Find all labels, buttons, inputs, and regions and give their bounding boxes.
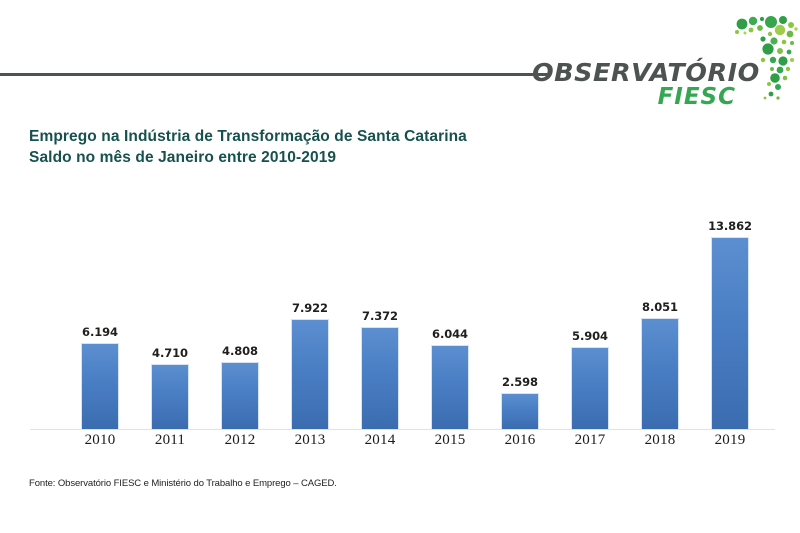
bar-2017[interactable]: [571, 347, 609, 429]
bar-slot-2015: 6.044: [415, 190, 485, 429]
logo-wordmark-text: OBSERVATÓRIO: [532, 58, 760, 87]
bar-slot-2018: 8.051: [625, 190, 695, 429]
chart-x-axis: 2010 2011 2012 2013 2014 2015 2016 2017 2018 2019: [30, 432, 775, 458]
bar-value-label-2019: 13.862: [708, 219, 752, 233]
bar-slot-2011: 4.710: [135, 190, 205, 429]
bar-2014[interactable]: [361, 327, 399, 429]
page-title-line-1: Emprego na Indústria de Transformação de…: [29, 128, 467, 145]
bar-slot-2010: 6.194: [65, 190, 135, 429]
bar-slot-2013: 7.922: [275, 190, 345, 429]
bar-slot-2012: 4.808: [205, 190, 275, 429]
logo-subword-text: FIESC: [657, 84, 736, 110]
brazil-dots-map-icon: [735, 16, 798, 100]
chart-baseline-axis: [30, 429, 775, 430]
x-axis-tick-2012: 2012: [224, 432, 256, 448]
x-axis-tick-2015: 2015: [434, 432, 466, 448]
source-note: Fonte: Observatório FIESC e Ministério d…: [29, 478, 337, 489]
bar-value-label-2015: 6.044: [432, 327, 468, 341]
bar-2016[interactable]: [501, 393, 539, 429]
x-axis-tick-2016: 2016: [504, 432, 536, 448]
x-axis-tick-2011: 2011: [154, 432, 186, 448]
bar-slot-2016: 2.598: [485, 190, 555, 429]
bar-value-label-2014: 7.372: [362, 309, 398, 323]
bar-value-label-2017: 5.904: [572, 329, 608, 343]
bar-value-label-2012: 4.808: [222, 344, 258, 358]
page-title: Emprego na Indústria de Transformação de…: [29, 126, 467, 168]
bar-value-label-2018: 8.051: [642, 300, 678, 314]
x-axis-tick-2019: 2019: [714, 432, 746, 448]
bar-2013[interactable]: [291, 319, 329, 429]
bar-2018[interactable]: [641, 318, 679, 429]
page-title-line-2: Saldo no mês de Janeiro entre 2010-2019: [29, 149, 337, 166]
x-axis-tick-2017: 2017: [574, 432, 606, 448]
x-axis-tick-2013: 2013: [294, 432, 326, 448]
bar-2015[interactable]: [431, 345, 469, 429]
bar-value-label-2010: 6.194: [82, 325, 118, 339]
bar-slot-2019: 13.862: [695, 190, 765, 429]
observatorio-fiesc-logo: OBSERVATÓRIO FIESC: [532, 8, 800, 110]
bar-value-label-2011: 4.710: [152, 346, 188, 360]
bar-2012[interactable]: [221, 362, 259, 429]
x-axis-tick-2018: 2018: [644, 432, 676, 448]
bar-value-label-2016: 2.598: [502, 375, 538, 389]
x-axis-tick-2014: 2014: [364, 432, 396, 448]
bar-value-label-2013: 7.922: [292, 301, 328, 315]
bar-2019[interactable]: [711, 237, 749, 429]
bar-2010[interactable]: [81, 343, 119, 429]
bar-2011[interactable]: [151, 364, 189, 429]
bar-slot-2017: 5.904: [555, 190, 625, 429]
bar-chart-plot-area: 6.194 4.710 4.808 7.922 7.372 6.044 2.598 5.904…: [30, 190, 775, 430]
header-divider-rule: [0, 73, 548, 76]
bar-slot-2014: 7.372: [345, 190, 415, 429]
x-axis-tick-2010: 2010: [84, 432, 116, 448]
page-header: OBSERVATÓRIO FIESC: [0, 0, 800, 112]
